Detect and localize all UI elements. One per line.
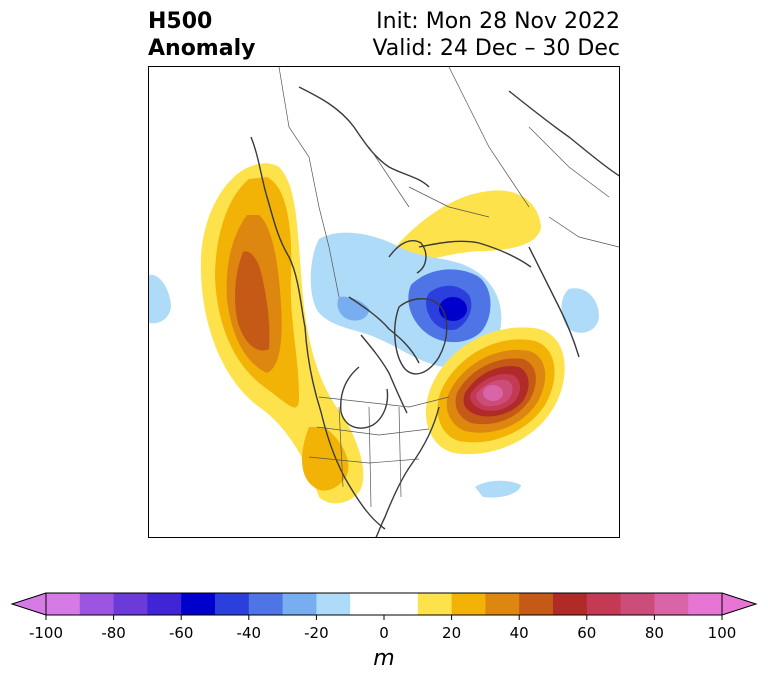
colorbar-cell [181,593,216,615]
colorbar-extend-high-outline [721,592,758,616]
colorbar-cell [46,593,81,615]
title-type: Anomaly [148,36,256,61]
colorbar-extend-low [12,593,46,615]
colorbar-cells [46,593,723,615]
colorbar-tick-label: -40 [236,624,262,642]
colorbar-cell [688,593,723,615]
colorbar-cell [350,593,419,615]
colorbar-cell [248,593,284,615]
colorbar-tick-label: -80 [101,624,126,642]
valid-range: Valid: 24 Dec – 30 Dec [372,36,620,61]
init-date: Init: Mon 28 Nov 2022 [376,9,620,34]
colorbar-tick-label: -100 [28,624,64,642]
colorbar-cell [586,593,622,615]
colorbar-tick-label: -20 [304,624,329,642]
colorbar-tick-label: 0 [379,624,389,642]
colorbar-cell [316,593,351,615]
colorbar-cell [519,593,554,615]
colorbar-cell [654,593,689,615]
colorbar-cell [553,593,588,615]
colorbar-unit-label: m [373,646,395,671]
map-svg [149,67,619,537]
colorbar-tick-label: 20 [442,624,462,642]
colorbar-tick-label: 60 [577,624,597,642]
colorbar [10,592,758,620]
title-variable: H500 [148,9,213,34]
colorbar-cell [79,593,115,615]
colorbar-tick-label: 80 [644,624,664,642]
colorbar-cell [620,593,655,615]
colorbar-tick-label: 40 [509,624,529,642]
colorbar-cell [215,593,250,615]
colorbar-cell [451,593,486,615]
map-title-right: Init: Mon 28 Nov 2022 Valid: 24 Dec – 30… [372,8,620,62]
colorbar-tick-labels: -100 -80 -60 -40 -20 0 20 40 60 80 100 [0,624,768,644]
colorbar-cell [417,593,453,615]
colorbar-cell [282,593,317,615]
coastlines [250,86,619,537]
anomaly-field [149,163,599,504]
colorbar-extend-low-outline [10,592,47,616]
colorbar-tick-label: -60 [168,624,194,642]
map-panel [148,66,620,538]
colorbar-tick-label: 100 [707,624,737,642]
map-title-left: H500 Anomaly [148,8,255,62]
colorbar-extend-high [722,593,756,615]
colorbar-cell [113,593,148,615]
colorbar-cell [147,593,182,615]
political-borders [278,67,619,508]
colorbar-cell [485,593,520,615]
